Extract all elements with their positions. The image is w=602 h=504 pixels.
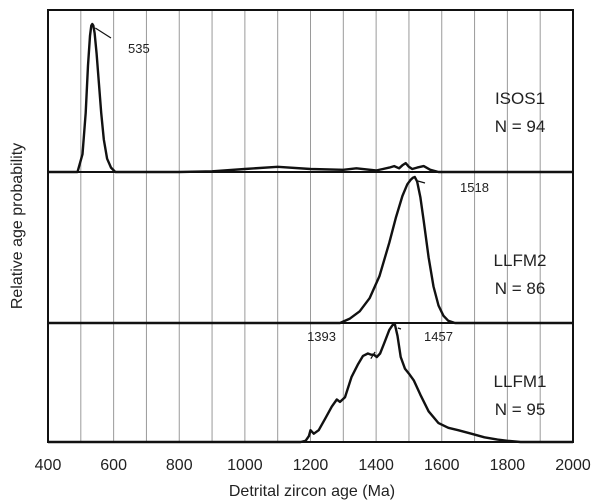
x-tick-label: 1000 <box>227 457 263 474</box>
sample-count-label: N = 86 <box>495 279 546 298</box>
sample-name-label: LLFM2 <box>494 251 547 270</box>
peak-age-label: 1393 <box>307 329 336 344</box>
x-tick-label: 1200 <box>293 457 329 474</box>
sample-name-label: ISOS1 <box>495 89 545 108</box>
vertical-grid <box>80 10 541 442</box>
probability-curve-llfm1 <box>48 322 573 444</box>
probability-curve-isos1 <box>48 22 573 174</box>
plot-frame <box>47 9 574 443</box>
peak-age-label: 1457 <box>424 329 453 344</box>
sample-count-label: N = 94 <box>495 117 546 136</box>
peak-leader-line <box>417 180 426 184</box>
x-tick-label: 400 <box>35 457 62 474</box>
peak-age-label: 1518 <box>460 180 489 195</box>
panel-labels: ISOS1 N = 94 LLFM2 N = 86 LLFM1 N = 95 <box>494 89 547 419</box>
y-axis-title: Relative age probability <box>9 143 26 309</box>
x-tick-label: 800 <box>166 457 193 474</box>
sample-name-label: LLFM1 <box>494 372 547 391</box>
x-tick-label: 600 <box>100 457 127 474</box>
x-tick-label: 2000 <box>555 457 591 474</box>
peak-age-label: 535 <box>128 41 150 56</box>
peak-leader-line <box>397 327 402 330</box>
x-tick-label: 1800 <box>490 457 526 474</box>
x-tick-label: 1400 <box>358 457 394 474</box>
x-axis-ticks: 400 600 800 1000 1200 1400 1600 1800 2000 <box>35 457 591 474</box>
sample-count-label: N = 95 <box>495 400 546 419</box>
peak-leader-line <box>94 27 112 39</box>
peak-annotations: 535 1518 1393 1457 <box>94 27 489 359</box>
probability-curve-llfm2 <box>48 175 573 325</box>
x-tick-label: 1600 <box>424 457 460 474</box>
probability-curves <box>48 22 573 444</box>
x-axis-title: Detrital zircon age (Ma) <box>229 483 395 500</box>
peak-leader-line <box>370 351 376 359</box>
